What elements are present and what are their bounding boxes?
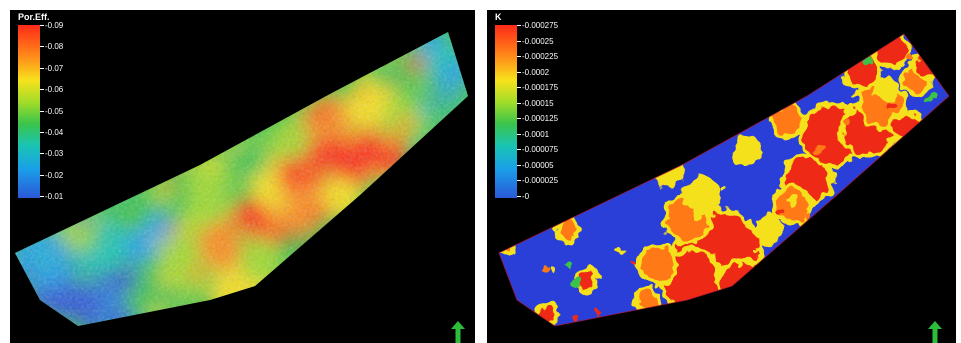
legend-tick-label: -0.000075 xyxy=(522,145,559,155)
legend-tick-label: -0.0001 xyxy=(522,129,550,139)
legend-tick-label: -0.01 xyxy=(45,192,64,201)
legend-tick-label: -0.08 xyxy=(45,42,64,52)
north-arrow-icon xyxy=(928,321,942,343)
legend-tick-label: -0 xyxy=(522,192,530,201)
legend-ticks: -0.000275 -0.00025 -0.000225 -0.0002 -0.0001… xyxy=(517,21,577,201)
porosity-legend: Por.Eff. -0.09 -0.08 -0.07 -0.06 -0.05 -0.04 -… xyxy=(16,12,96,202)
legend-tick-label: -0.00005 xyxy=(522,160,554,170)
legend-tick-label: -0.000275 xyxy=(522,21,559,30)
legend-tick-label: -0.00015 xyxy=(522,98,554,108)
legend-tick-label: -0.000025 xyxy=(522,176,559,186)
legend-tick-label: -0.000125 xyxy=(522,114,559,124)
legend-tick-label: -0.000225 xyxy=(522,52,559,62)
permeability-map xyxy=(498,33,950,327)
porosity-map-panel: Por.Eff. -0.09 -0.08 -0.07 -0.06 -0.05 -0.04-… xyxy=(10,10,475,343)
legend-tick-label: -0.07 xyxy=(45,63,64,73)
legend-tick-label: -0.0002 xyxy=(522,67,550,77)
legend-tick-label: -0.09 xyxy=(45,21,64,30)
legend-tick-label: -0.03 xyxy=(45,149,64,159)
legend-tick-label: -0.000175 xyxy=(522,83,559,93)
legend-title: Por.Eff. xyxy=(18,12,50,22)
colorbar xyxy=(18,25,40,198)
porosity-map xyxy=(15,32,468,326)
permeability-legend: K -0.000275 -0.00025 -0.000225 -0.0002 -0.00… xyxy=(493,12,573,202)
legend-tick-label: -0.04 xyxy=(45,127,64,137)
legend-ticks: -0.09 -0.08 -0.07 -0.06 -0.05 -0.04 -0.03 -0.02… xyxy=(40,21,100,201)
colorbar xyxy=(495,25,517,198)
legend-tick-label: -0.02 xyxy=(45,170,64,180)
legend-tick-label: -0.00025 xyxy=(522,36,554,46)
legend-title: K xyxy=(495,12,502,22)
legend-tick-label: -0.06 xyxy=(45,85,64,95)
north-arrow-icon xyxy=(451,321,465,343)
legend-tick-label: -0.05 xyxy=(45,106,64,116)
permeability-map-panel: K -0.000275 -0.00025 -0.000225 -0.0002 -0.00… xyxy=(487,10,956,343)
